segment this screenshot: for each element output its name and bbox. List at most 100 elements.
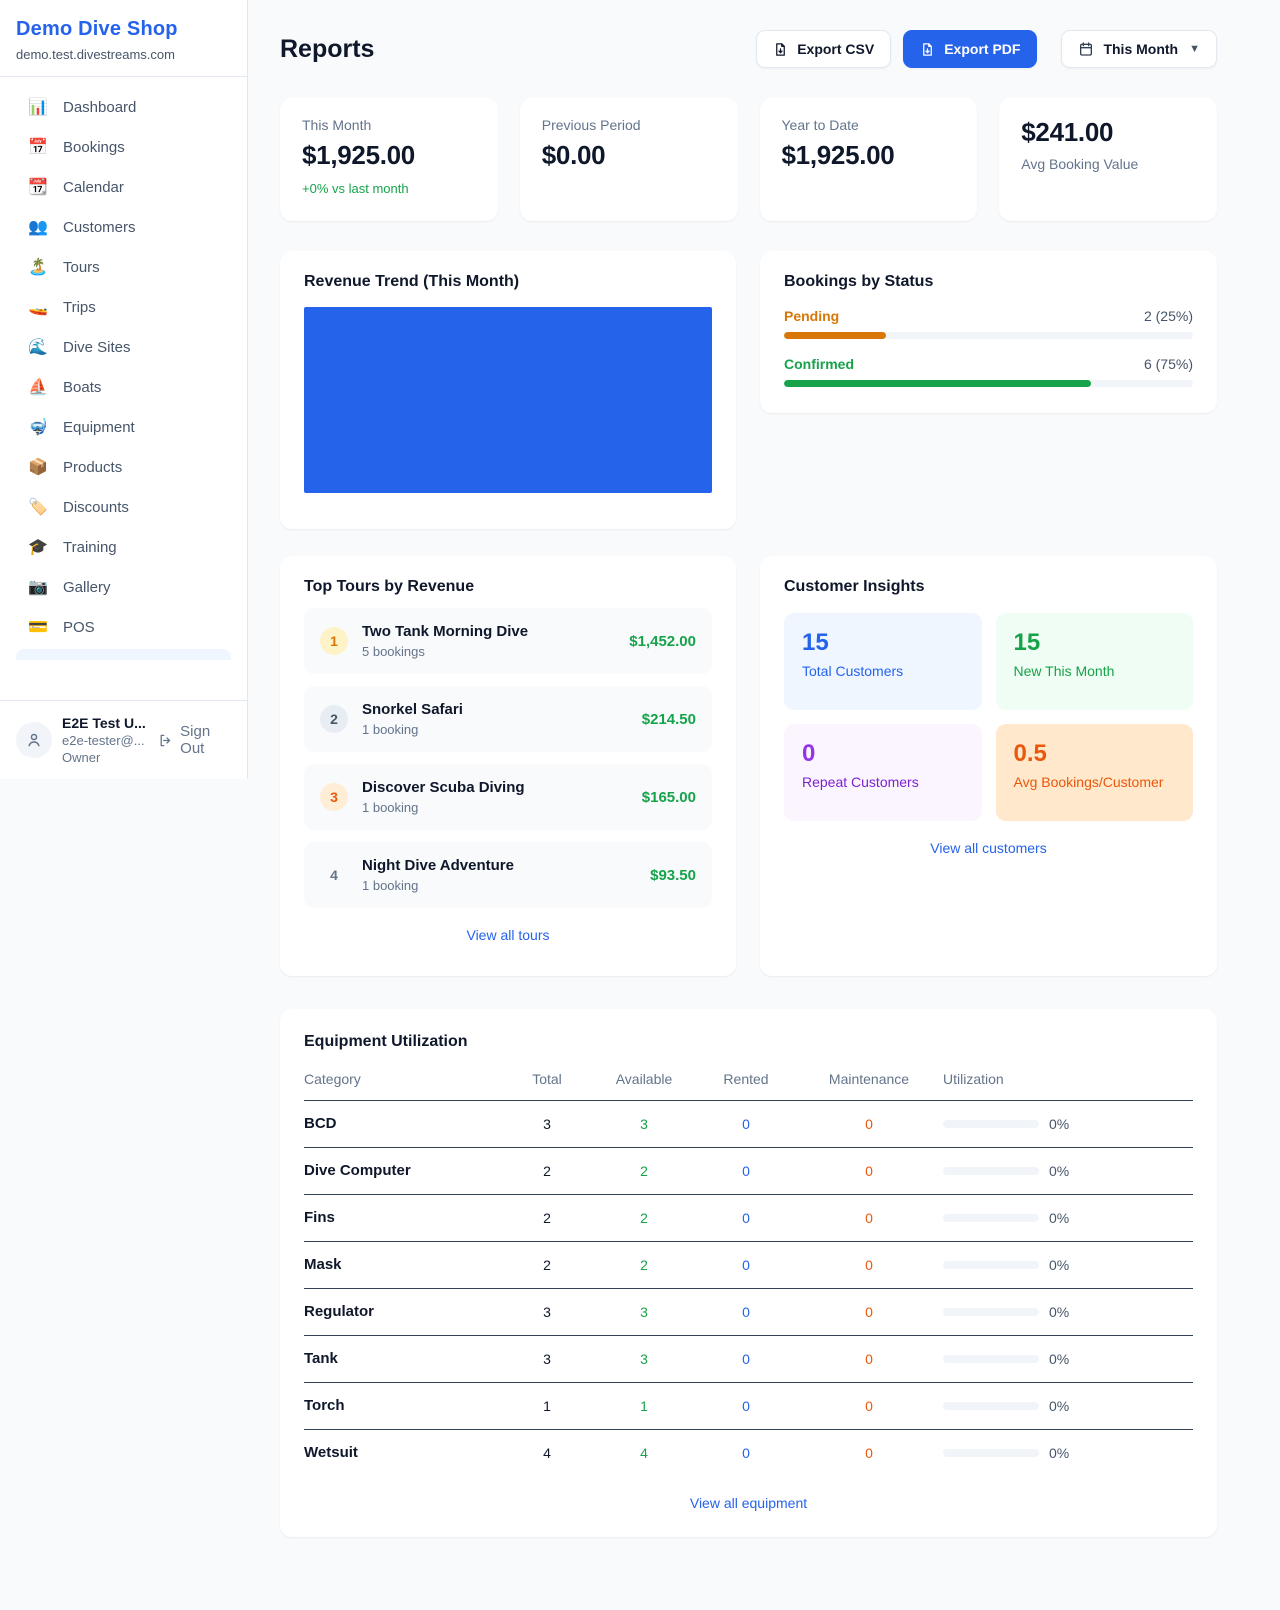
sidebar-item-calendar[interactable]: 📆 Calendar <box>28 178 124 197</box>
sidebar-item-trips[interactable]: 🚤 Trips <box>28 298 96 317</box>
tour-name: Two Tank Morning Dive <box>362 623 529 640</box>
status-row-pending: Pending 2 (25%) <box>784 308 1193 339</box>
stat-label: This Month <box>302 117 372 133</box>
customer-insights-card: Customer Insights 15 Total Customers 15 … <box>760 556 1217 976</box>
products-icon: 📦 <box>28 459 48 476</box>
stat-card-year-to-date: Year to Date $1,925.00 <box>759 98 978 221</box>
file-download-icon <box>923 42 933 56</box>
stat-card-previous-period: Previous Period $0.00 <box>519 98 738 221</box>
trips-icon: 🚤 <box>28 299 48 316</box>
sidebar-item-reports-active-partial[interactable] <box>16 649 231 660</box>
tour-row[interactable]: 3 Discover Scuba Diving 1 booking $165.00 <box>304 764 712 830</box>
table-row: Wetsuit 4 4 0 0 0% <box>304 1444 1070 1461</box>
equipment-table: Category Total Available Rented Maintena… <box>304 1071 1193 1476</box>
bookings-by-status-title: Bookings by Status <box>784 273 934 290</box>
progress-bar <box>784 380 1193 387</box>
user-email: e2e-tester@... <box>62 733 145 748</box>
user-info: E2E Test U... e2e-tester@... Owner <box>62 715 146 765</box>
stat-card-this-month: This Month $1,925.00 +0% vs last month <box>280 98 498 221</box>
stat-label: Year to Date <box>781 117 859 133</box>
sidebar-item-products[interactable]: 📦 Products <box>28 458 123 477</box>
sidebar-item-customers[interactable]: 👥 Customers <box>28 218 136 237</box>
stat-value: $1,925.00 <box>781 140 895 170</box>
sidebar-item-pos[interactable]: 💳 POS <box>28 618 95 637</box>
main-content: Reports Export CSV Export PDF This Month… <box>280 0 1217 1537</box>
sidebar-item-dive-sites[interactable]: 🌊 Dive Sites <box>28 338 131 357</box>
utilization-bar <box>943 1119 1039 1128</box>
boats-icon: ⛵ <box>28 379 48 396</box>
sidebar-item-gallery[interactable]: 📷 Gallery <box>28 578 111 597</box>
rank-badge: 1 <box>320 627 348 655</box>
status-value: 2 (25%) <box>1143 308 1193 324</box>
export-pdf-button[interactable]: Export PDF <box>903 30 1038 68</box>
tile-label: Avg Bookings/Customer <box>1013 774 1164 790</box>
view-all-tours-link[interactable]: View all tours <box>466 927 550 943</box>
export-csv-button[interactable]: Export CSV <box>756 30 892 68</box>
tile-new-this-month: 15 New This Month <box>995 613 1193 710</box>
col-utilization: Utilization <box>943 1071 1004 1087</box>
sidebar-item-equipment[interactable]: 🤿 Equipment <box>28 418 135 437</box>
utilization-bar <box>943 1213 1039 1222</box>
file-download-icon <box>776 42 786 56</box>
stat-delta: +0% vs last month <box>302 181 409 196</box>
table-row: Dive Computer 2 2 0 0 0% <box>304 1148 1193 1195</box>
tours-icon: 🏝️ <box>28 259 48 276</box>
revenue-trend-chart <box>304 307 712 493</box>
gallery-icon: 📷 <box>28 579 48 596</box>
bookings-icon: 📅 <box>28 139 48 156</box>
user-name: E2E Test U... <box>62 715 146 731</box>
sidebar-item-training[interactable]: 🎓 Training <box>28 538 117 557</box>
sidebar-item-discounts[interactable]: 🏷️ Discounts <box>28 498 129 517</box>
person-icon <box>28 733 40 747</box>
user-role: Owner <box>62 750 101 765</box>
table-row: BCD 3 3 0 0 0% <box>304 1101 1193 1148</box>
sign-out-button[interactable]: Sign Out <box>158 723 233 757</box>
tile-label: New This Month <box>1013 663 1115 679</box>
tile-label: Total Customers <box>802 663 904 679</box>
tour-bookings: 1 booking <box>362 878 419 893</box>
tour-bookings: 1 booking <box>362 800 419 815</box>
sidebar-header: Demo Dive Shop demo.test.divestreams.com <box>0 0 247 77</box>
sidebar-item-dashboard[interactable]: 📊 Dashboard <box>28 98 137 117</box>
tile-value: 0 <box>802 740 816 767</box>
sidebar-item-tours[interactable]: 🏝️ Tours <box>28 258 100 277</box>
col-total: Total <box>532 1071 562 1087</box>
table-row: Mask 2 2 0 0 0% <box>304 1242 1193 1289</box>
stat-value: $241.00 <box>1021 117 1114 147</box>
tile-value: 0.5 <box>1013 740 1047 767</box>
logout-icon <box>160 734 170 746</box>
stat-card-avg-booking-value: $241.00 Avg Booking Value <box>999 98 1217 221</box>
dive-sites-icon: 🌊 <box>28 339 48 356</box>
sidebar-item-boats[interactable]: ⛵ Boats <box>28 378 102 397</box>
sidebar-item-bookings[interactable]: 📅 Bookings <box>28 138 125 157</box>
tour-amount: $1,452.00 <box>629 632 696 650</box>
table-row: Tank 3 3 0 0 0% <box>304 1336 1193 1383</box>
utilization-bar <box>943 1260 1039 1269</box>
tour-name: Night Dive Adventure <box>362 857 514 874</box>
revenue-trend-title: Revenue Trend (This Month) <box>304 273 520 290</box>
tour-amount: $165.00 <box>641 788 696 806</box>
tour-row[interactable]: 1 Two Tank Morning Dive 5 bookings $1,452… <box>304 608 712 674</box>
view-all-equipment-link[interactable]: View all equipment <box>689 1495 808 1511</box>
bookings-by-status-card: Bookings by Status Pending 2 (25%) Confi… <box>760 251 1217 413</box>
sidebar-user-footer: E2E Test U... e2e-tester@... Owner Sign … <box>0 700 247 779</box>
pos-icon: 💳 <box>28 619 48 636</box>
rank-badge: 4 <box>330 867 338 883</box>
table-header-row: Category Total Available Rented Maintena… <box>304 1071 1193 1101</box>
status-row-confirmed: Confirmed 6 (75%) <box>784 356 1193 387</box>
training-icon: 🎓 <box>28 539 48 556</box>
status-label: Pending <box>784 308 840 324</box>
tour-row[interactable]: 2 Snorkel Safari 1 booking $214.50 <box>304 686 712 752</box>
tile-value: 15 <box>802 629 829 656</box>
view-all-customers-link[interactable]: View all customers <box>930 840 1047 856</box>
tour-amount: $93.50 <box>650 866 696 884</box>
tile-total-customers: 15 Total Customers <box>784 613 982 710</box>
period-select[interactable]: This Month ▼ <box>1061 30 1217 68</box>
customer-insights-title: Customer Insights <box>784 578 925 595</box>
tour-row[interactable]: 4 Night Dive Adventure 1 booking $93.50 <box>304 842 712 908</box>
revenue-trend-card: Revenue Trend (This Month) <box>280 251 736 529</box>
sidebar: Demo Dive Shop demo.test.divestreams.com… <box>0 0 248 779</box>
col-maintenance: Maintenance <box>828 1071 910 1087</box>
equipment-icon: 🤿 <box>28 419 48 436</box>
status-label: Confirmed <box>784 356 854 372</box>
